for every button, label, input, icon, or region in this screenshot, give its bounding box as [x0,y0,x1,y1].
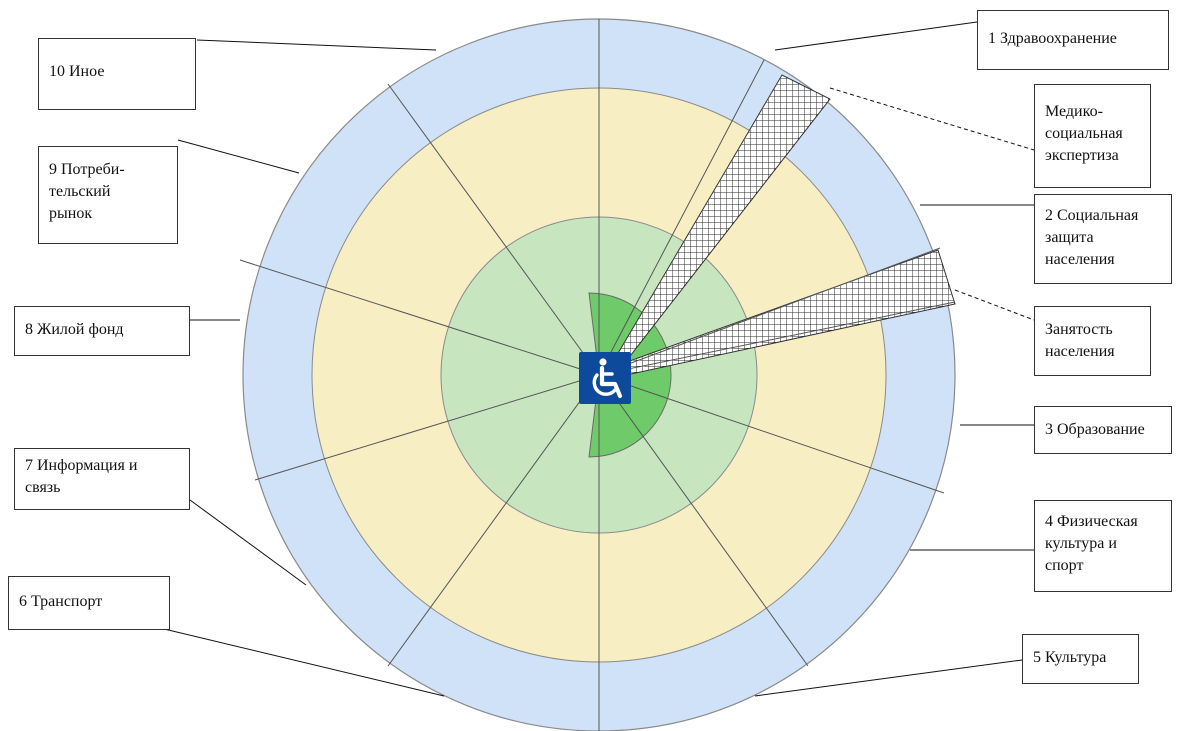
label-line: 9 Потреби- [49,159,167,181]
label-line: 4 Физическая [1045,511,1161,533]
dashed-leader-line [955,290,1034,320]
label-education: 3 Образование [1034,406,1172,454]
label-zdravookhranenie-text: 1 Здравоохранение [988,28,1158,50]
label-sport: 4 Физическая культура и спорт [1034,500,1172,592]
label-line: 5 Культура [1033,647,1128,669]
label-line: тельский [49,181,167,203]
leader-line [197,40,436,50]
label-information: 7 Информация и связь [14,448,190,510]
label-social-protection: 2 Социальная защита населения [1034,194,1172,284]
label-line: 7 Информация и [25,455,179,477]
label-housing: 8 Жилой фонд [14,306,190,356]
label-line: населения [1045,249,1161,271]
label-employment: Занятость населения [1034,306,1151,376]
label-line: 10 Иное [49,61,185,83]
label-line: Занятость [1045,319,1140,341]
label-line: 6 Транспорт [19,591,159,613]
leader-line [178,140,299,173]
label-other: 10 Иное [38,38,196,110]
label-line: связь [25,477,179,499]
label-line: 2 Социальная [1045,205,1161,227]
label-line: 8 Жилой фонд [25,319,179,341]
label-zdravookhranenie: 1 Здравоохранение [977,10,1169,70]
label-line: населения [1045,341,1140,363]
label-culture: 5 Культура [1022,634,1139,684]
leader-line [775,22,977,50]
label-line: Медико- [1045,101,1140,123]
label-line: защита [1045,227,1161,249]
label-line: 3 Образование [1045,419,1161,441]
label-line: рынок [49,203,167,225]
center-badge [579,352,631,404]
label-transport: 6 Транспорт [8,576,170,630]
label-line: культура и [1045,533,1161,555]
label-consumer-market: 9 Потреби- тельский рынок [38,146,178,244]
label-line: социальная [1045,123,1140,145]
label-line: спорт [1045,555,1161,577]
label-medico-social-expertise: Медико- социальная экспертиза [1034,84,1151,188]
label-line: экспертиза [1045,145,1140,167]
